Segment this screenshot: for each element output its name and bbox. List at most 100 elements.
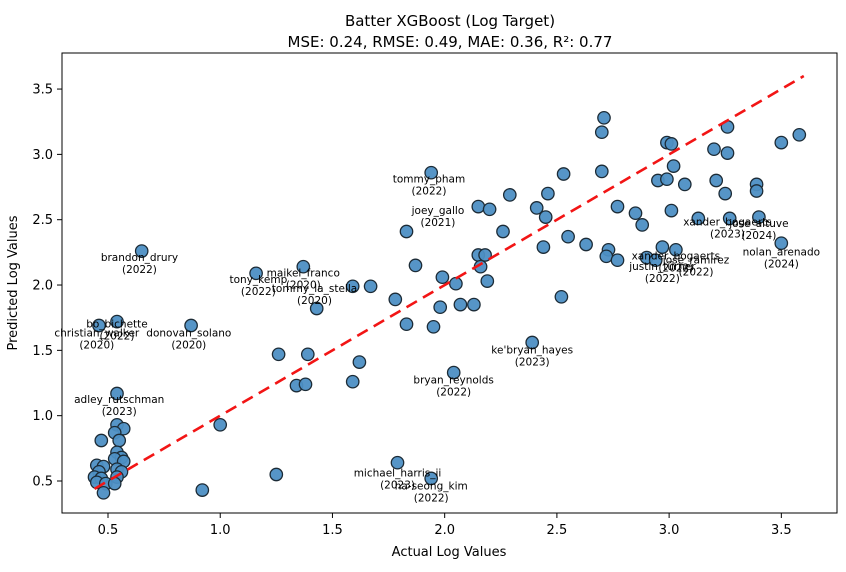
scatter-point bbox=[399, 224, 414, 239]
scatter-point bbox=[655, 240, 670, 254]
scatter-point bbox=[271, 347, 286, 362]
x-tick-label: 1.0 bbox=[210, 523, 231, 538]
scatter-point bbox=[502, 188, 517, 202]
y-tick-label: 1.0 bbox=[32, 409, 53, 424]
y-tick-label: 3.5 bbox=[32, 83, 53, 98]
annotation-blue: michael_harris_ii (2023) bbox=[354, 467, 442, 491]
scatter-point bbox=[664, 203, 679, 218]
annotation-red: joey_gallo (2021) bbox=[411, 205, 465, 229]
scatter-point bbox=[94, 433, 109, 448]
scatter-point bbox=[433, 300, 448, 315]
scatter-point bbox=[107, 476, 122, 491]
plot-frame bbox=[61, 52, 838, 514]
annotation-blue: ke'bryan_hayes (2023) bbox=[491, 345, 573, 369]
scatter-point bbox=[92, 318, 106, 333]
scatter-point bbox=[538, 210, 553, 224]
annotation-blue: ha-seong_kim (2022) bbox=[395, 480, 468, 504]
scatter-point bbox=[610, 199, 625, 214]
scatter-point bbox=[134, 244, 149, 258]
scatter-point bbox=[195, 483, 210, 497]
scatter-point bbox=[388, 292, 403, 307]
scatter-point bbox=[300, 347, 315, 362]
scatter-point bbox=[597, 110, 611, 125]
scatter-point bbox=[110, 314, 124, 329]
scatter-point bbox=[453, 297, 468, 312]
scatter-point bbox=[269, 467, 284, 482]
y-tick-label: 2.0 bbox=[32, 279, 53, 294]
scatter-point bbox=[424, 471, 439, 486]
x-tick-label: 3.0 bbox=[659, 523, 680, 538]
scatter-point bbox=[792, 127, 807, 142]
y-tick-label: 2.5 bbox=[32, 213, 53, 228]
annotation-blue: nolan_arenado (2024) bbox=[743, 247, 821, 271]
annotation-red: maikel_franco (2020) bbox=[267, 267, 340, 291]
scatter-point bbox=[112, 433, 127, 448]
y-tick-label: 1.5 bbox=[32, 344, 53, 359]
y-tick-label: 0.5 bbox=[32, 474, 53, 489]
point-annotations: brandon_drury (2022) christian_walker (2020… bbox=[54, 173, 820, 504]
scatter-point bbox=[722, 211, 737, 226]
scatter-point bbox=[480, 274, 495, 288]
scatter-point bbox=[496, 224, 510, 239]
scatter-point bbox=[449, 276, 463, 291]
scatter-point bbox=[249, 266, 263, 281]
scatter-point bbox=[298, 377, 313, 392]
figure-title: Batter XGBoost (Log Target) bbox=[345, 12, 555, 30]
y-axis-label: Predicted Log Values bbox=[6, 215, 21, 350]
annotation-blue: justin_turner (2022) bbox=[628, 261, 696, 285]
scatter-point bbox=[749, 184, 764, 198]
scatter-point bbox=[664, 137, 679, 151]
scatter-point bbox=[774, 236, 789, 251]
scatter-point bbox=[478, 248, 492, 262]
scatter-point bbox=[352, 355, 367, 369]
scatter-point bbox=[628, 206, 643, 221]
figure-subtitle: MSE: 0.24, RMSE: 0.49, MAE: 0.36, R²: 0.… bbox=[288, 33, 613, 51]
scatter-point bbox=[666, 159, 681, 173]
scatter-point bbox=[752, 210, 766, 224]
annotation-red: tommy_la_stella (2020) bbox=[272, 283, 357, 307]
scatter-point bbox=[720, 146, 735, 160]
annotation-blue: jose_altuve (2024) bbox=[728, 218, 788, 242]
scatter-point bbox=[408, 258, 423, 273]
scatter-point bbox=[529, 201, 544, 215]
scatter-point bbox=[399, 317, 414, 332]
scatter-point bbox=[363, 279, 378, 294]
scatter-point bbox=[669, 242, 683, 257]
scatter-point bbox=[556, 167, 571, 181]
annotation-red: donovan_solano (2020) bbox=[146, 328, 231, 352]
scatter-point bbox=[579, 237, 593, 252]
scatter-point bbox=[426, 319, 441, 334]
annotation-red: christian_walker (2020) bbox=[54, 328, 140, 352]
x-axis-label: Actual Log Values bbox=[392, 545, 507, 560]
scatter-point bbox=[599, 249, 614, 264]
scatter-point bbox=[525, 335, 540, 350]
scatter-point bbox=[471, 199, 486, 214]
scatter-point bbox=[648, 253, 663, 268]
scatter-point bbox=[390, 455, 405, 470]
scatter-point bbox=[677, 177, 692, 192]
scatter-point bbox=[213, 417, 228, 432]
scatter-point bbox=[467, 297, 481, 312]
scatter-point bbox=[635, 218, 650, 232]
scatter-point bbox=[594, 125, 609, 140]
y-tick-label: 3.0 bbox=[32, 148, 53, 163]
x-tick-label: 2.0 bbox=[434, 523, 455, 538]
scatter-point bbox=[110, 386, 124, 401]
annotation-blue: xander_bogaerts (2022) bbox=[632, 251, 721, 275]
annotation-blue: jose_ramirez (2022) bbox=[662, 254, 730, 278]
scatter-point bbox=[691, 211, 706, 226]
annotation-red: tony_kemp (2022) bbox=[230, 274, 288, 298]
identity-dashed-line bbox=[93, 74, 805, 490]
scatter-point bbox=[541, 186, 555, 201]
scatter-point bbox=[561, 229, 575, 244]
scatter-point bbox=[594, 164, 609, 179]
scatter-point bbox=[709, 173, 724, 188]
annotation-blue: bryan_reynolds (2022) bbox=[413, 375, 493, 399]
scatter-point bbox=[482, 202, 497, 217]
scatter-point bbox=[345, 279, 360, 294]
scatter-point bbox=[707, 142, 721, 157]
scatter-point bbox=[424, 165, 439, 180]
scatter-point bbox=[774, 135, 789, 150]
scatter-point bbox=[184, 318, 198, 333]
